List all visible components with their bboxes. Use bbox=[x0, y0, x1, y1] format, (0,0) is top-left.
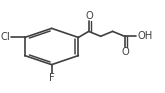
Text: F: F bbox=[49, 73, 54, 84]
Text: O: O bbox=[86, 11, 94, 21]
Text: OH: OH bbox=[137, 31, 152, 41]
Text: Cl: Cl bbox=[1, 32, 11, 42]
Text: O: O bbox=[122, 47, 129, 57]
